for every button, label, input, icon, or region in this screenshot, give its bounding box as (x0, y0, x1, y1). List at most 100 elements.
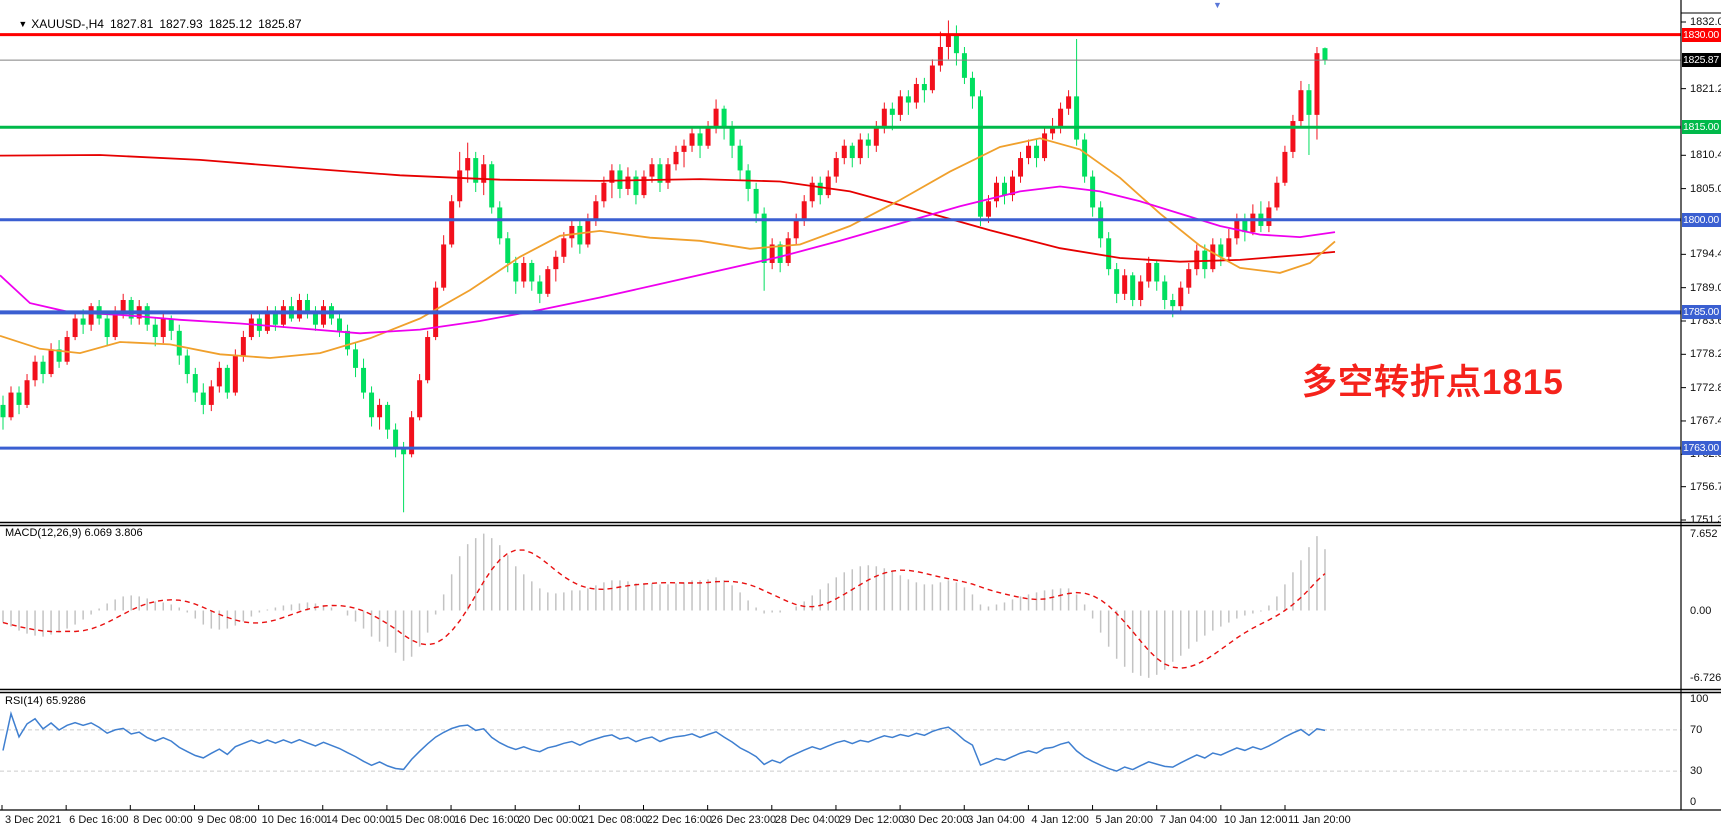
candle-body (649, 164, 655, 177)
candle-body (1002, 182, 1007, 196)
candle-body (353, 349, 359, 368)
moving-averages-layer (0, 137, 1336, 359)
rsi-axis-label: 100 (1690, 693, 1709, 705)
candle-body (1170, 300, 1176, 307)
price-tick-label: 1772.80 (1690, 381, 1721, 394)
scroll-anchor-icon[interactable]: ▼ (1213, 0, 1222, 10)
high-value: 1827.93 (159, 17, 203, 31)
candle-body (1106, 238, 1112, 270)
time-axis-label: 4 Jan 12:00 (1031, 814, 1089, 826)
candle-body (609, 170, 615, 183)
time-axis-label: 9 Dec 08:00 (197, 814, 257, 826)
candle-body (969, 77, 975, 97)
candle-body (1090, 176, 1096, 208)
candle-body (208, 386, 214, 405)
price-tick-label: 1778.20 (1690, 348, 1721, 361)
candle-body (505, 238, 511, 263)
rsi-axis-label: 30 (1690, 765, 1703, 778)
candle-body (425, 337, 431, 381)
candle-body (1114, 269, 1120, 294)
rsi-panel-layer (0, 710, 1681, 772)
candle-body (881, 108, 887, 128)
candle-body (1314, 53, 1320, 115)
price-tick-label: 1794.40 (1690, 248, 1721, 261)
candle-body (112, 312, 118, 338)
close-value: 1825.87 (258, 17, 302, 31)
price-badge-1785.00: 1785.00 (1682, 305, 1721, 320)
candle-body (1138, 281, 1144, 301)
candle-body (673, 151, 679, 165)
candle-body (1058, 108, 1064, 128)
candle-body (985, 201, 991, 217)
candle-body (1306, 90, 1312, 115)
ma-orange-mid (0, 137, 1336, 359)
candle-body (529, 262, 535, 282)
candle-body (1098, 207, 1104, 239)
candle-body (120, 300, 126, 313)
candle-body (729, 127, 735, 146)
candle-body (785, 238, 791, 263)
candle-body (1178, 287, 1184, 307)
candle-body (385, 404, 391, 430)
candle-body (1250, 213, 1256, 233)
candle-body (825, 176, 831, 196)
price-badge-1830.00: 1830.00 (1682, 27, 1721, 42)
candle-body (897, 96, 903, 115)
candle-body (849, 145, 855, 159)
candle-body (1242, 219, 1248, 233)
candle-body (873, 127, 879, 146)
time-axis-label: 22 Dec 16:00 (646, 814, 712, 826)
candle-body (1226, 238, 1232, 257)
time-axis-label: 16 Dec 16:00 (454, 814, 520, 826)
candle-body (801, 201, 807, 220)
candle-body (1162, 281, 1168, 301)
time-axis-label: 6 Dec 16:00 (69, 814, 129, 826)
candle-body (633, 176, 639, 196)
candle-body (753, 188, 759, 214)
candle-body (1026, 145, 1032, 159)
candle-body (1322, 48, 1328, 61)
candle-body (1186, 269, 1192, 288)
candle-body (1274, 182, 1280, 208)
candle-body (216, 367, 222, 387)
candle-body (913, 84, 919, 103)
candle-body (513, 262, 519, 282)
macd-indicator-label: MACD(12,26,9) 6.069 3.806 (5, 527, 143, 539)
candle-body (865, 139, 871, 146)
symbol-timeframe: XAUUSD-,H4 (31, 17, 104, 31)
candle-body (841, 145, 847, 159)
candle-body (769, 244, 775, 263)
candle-body (24, 380, 30, 405)
candle-body (457, 170, 463, 202)
candle-body (240, 337, 246, 356)
time-axis-label: 21 Dec 08:00 (582, 814, 648, 826)
time-axis-label: 14 Dec 00:00 (325, 814, 392, 826)
time-axis-label: 10 Jan 12:00 (1223, 814, 1288, 826)
candle-body (641, 176, 647, 196)
candle-body (40, 361, 46, 375)
time-axis-label: 7 Jan 04:00 (1159, 814, 1218, 826)
candle-body (553, 256, 559, 270)
price-tick-label: 1832.05 (1690, 16, 1721, 28)
time-axis-label: 8 Dec 00:00 (133, 814, 193, 826)
candle-body (32, 361, 38, 381)
candle-body (401, 448, 407, 455)
candle-body (280, 306, 286, 325)
candle-body (64, 337, 70, 362)
candle-body (441, 244, 447, 288)
candle-body (697, 133, 703, 146)
candle-body (345, 330, 351, 350)
candle-body (1266, 207, 1272, 226)
candle-body (152, 324, 158, 338)
candle-body (1066, 96, 1072, 109)
macd-axis-label: -6.726 (1690, 672, 1721, 685)
candle-body (1122, 275, 1128, 294)
candle-body (833, 158, 839, 177)
candle-body (1298, 90, 1304, 122)
ma-magenta-long (0, 185, 1336, 335)
candle-body (56, 349, 62, 362)
candle-body (945, 34, 951, 47)
candle-body (272, 312, 278, 325)
candle-body (1282, 151, 1288, 183)
